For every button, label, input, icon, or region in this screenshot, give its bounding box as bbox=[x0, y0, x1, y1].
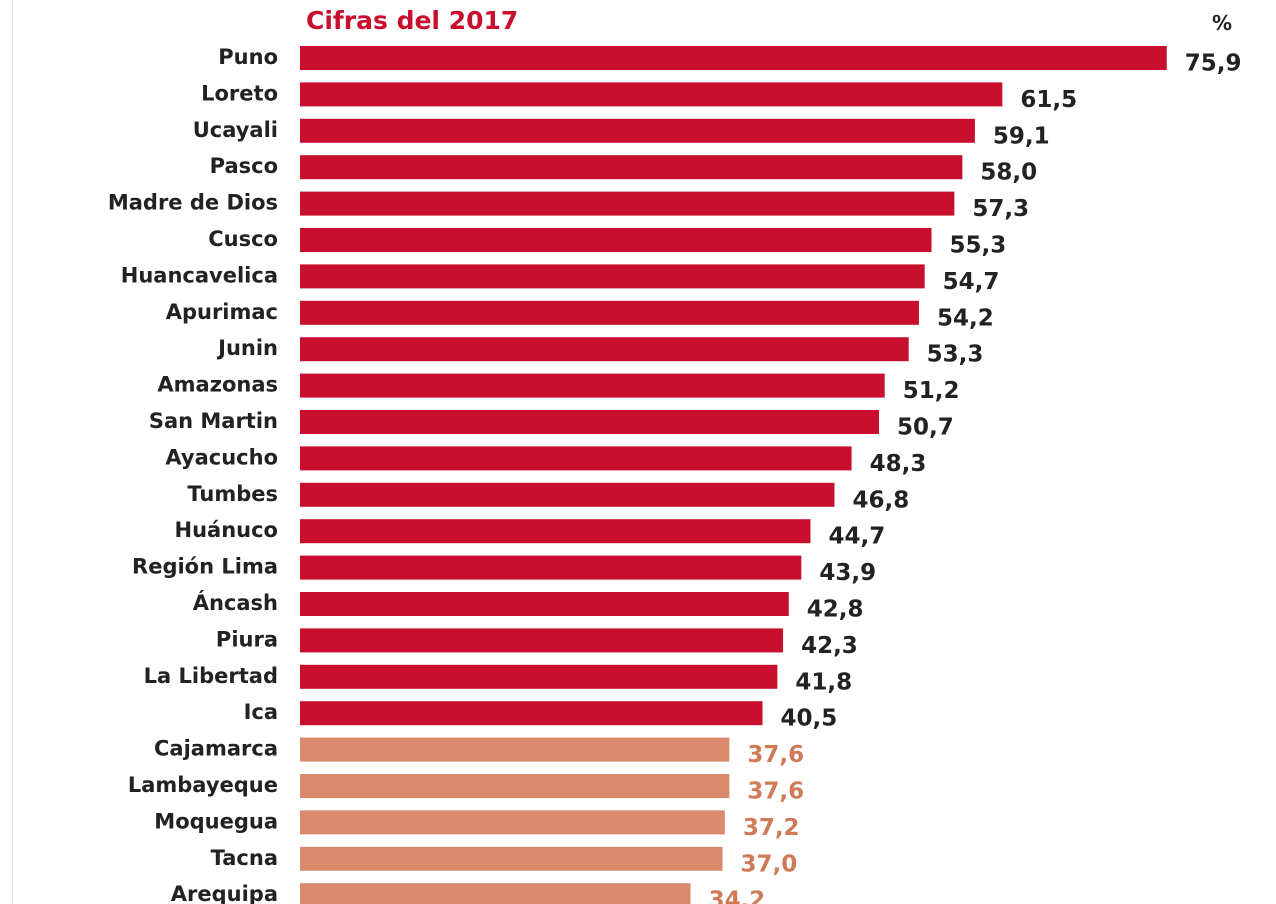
value-label: 75,9 bbox=[1185, 51, 1242, 77]
bar-22 bbox=[300, 846, 723, 871]
bar-7 bbox=[300, 300, 919, 325]
unit-label: % bbox=[1212, 11, 1233, 35]
bar-14 bbox=[300, 555, 802, 580]
category-label: Ayacucho bbox=[165, 445, 278, 469]
category-label: Cusco bbox=[208, 227, 278, 251]
bar-16 bbox=[300, 628, 784, 653]
bar-2 bbox=[300, 118, 975, 143]
value-label: 37,2 bbox=[743, 815, 800, 841]
left-edge-line bbox=[12, 0, 13, 904]
bar-12 bbox=[300, 482, 835, 507]
category-label: Junin bbox=[216, 336, 278, 360]
bar-9 bbox=[300, 373, 885, 398]
value-label: 34,2 bbox=[709, 888, 766, 904]
category-label: Piura bbox=[216, 627, 278, 651]
bar-11 bbox=[300, 446, 852, 471]
chart-title: Cifras del 2017 bbox=[306, 6, 519, 35]
value-label: 43,9 bbox=[819, 560, 876, 586]
bar-20 bbox=[300, 774, 730, 798]
category-label: Tumbes bbox=[187, 482, 278, 506]
category-label: Áncash bbox=[193, 590, 278, 615]
bar-3 bbox=[300, 155, 963, 180]
value-label: 55,3 bbox=[950, 233, 1007, 259]
bar-4 bbox=[300, 191, 955, 216]
bar-13 bbox=[300, 519, 811, 544]
bar-15 bbox=[300, 592, 789, 616]
bar-10 bbox=[300, 410, 879, 434]
category-label: Región Lima bbox=[132, 555, 278, 579]
category-label: Pasco bbox=[210, 154, 278, 178]
category-label: Apurimac bbox=[166, 300, 278, 324]
category-label: Amazonas bbox=[157, 373, 278, 397]
bar-17 bbox=[300, 664, 778, 689]
bar-8 bbox=[300, 337, 909, 362]
bar-5 bbox=[300, 228, 932, 252]
value-label: 58,0 bbox=[980, 160, 1037, 186]
value-label: 40,5 bbox=[781, 706, 838, 732]
bar-23 bbox=[300, 883, 691, 904]
value-label: 41,8 bbox=[795, 669, 852, 695]
bar-19 bbox=[300, 737, 730, 762]
bar-21 bbox=[300, 810, 725, 835]
value-label: 53,3 bbox=[927, 342, 984, 368]
category-label: Tacna bbox=[211, 846, 278, 870]
bar-0 bbox=[300, 46, 1167, 70]
category-label: Huancavelica bbox=[121, 263, 278, 287]
category-label: Loreto bbox=[201, 81, 278, 105]
value-label: 46,8 bbox=[852, 487, 909, 513]
value-label: 44,7 bbox=[828, 524, 885, 550]
value-label: 54,7 bbox=[943, 269, 1000, 295]
category-label: Ica bbox=[244, 700, 278, 724]
category-label: Ucayali bbox=[193, 118, 278, 142]
bar-1 bbox=[300, 82, 1003, 107]
value-label: 42,8 bbox=[807, 597, 864, 623]
value-label: 61,5 bbox=[1020, 87, 1077, 113]
value-label: 42,3 bbox=[801, 633, 858, 659]
category-label: Arequipa bbox=[171, 882, 278, 904]
category-label: Cajamarca bbox=[154, 737, 278, 761]
category-label: San Martin bbox=[149, 409, 278, 433]
value-label: 51,2 bbox=[903, 378, 960, 404]
category-label: Lambayeque bbox=[128, 773, 278, 797]
bar-18 bbox=[300, 701, 763, 726]
value-label: 37,0 bbox=[741, 851, 798, 877]
category-label: La Libertad bbox=[144, 664, 278, 688]
value-label: 37,6 bbox=[747, 742, 804, 768]
bar-6 bbox=[300, 264, 925, 289]
value-label: 57,3 bbox=[972, 196, 1029, 222]
category-label: Madre de Dios bbox=[108, 191, 278, 215]
value-label: 59,1 bbox=[993, 123, 1050, 149]
value-label: 54,2 bbox=[937, 305, 994, 331]
category-label: Huánuco bbox=[175, 518, 278, 542]
value-label: 37,6 bbox=[747, 779, 804, 805]
value-label: 50,7 bbox=[897, 415, 954, 441]
category-label: Puno bbox=[218, 45, 278, 69]
value-label: 48,3 bbox=[870, 451, 927, 477]
category-label: Moquegua bbox=[154, 809, 278, 833]
